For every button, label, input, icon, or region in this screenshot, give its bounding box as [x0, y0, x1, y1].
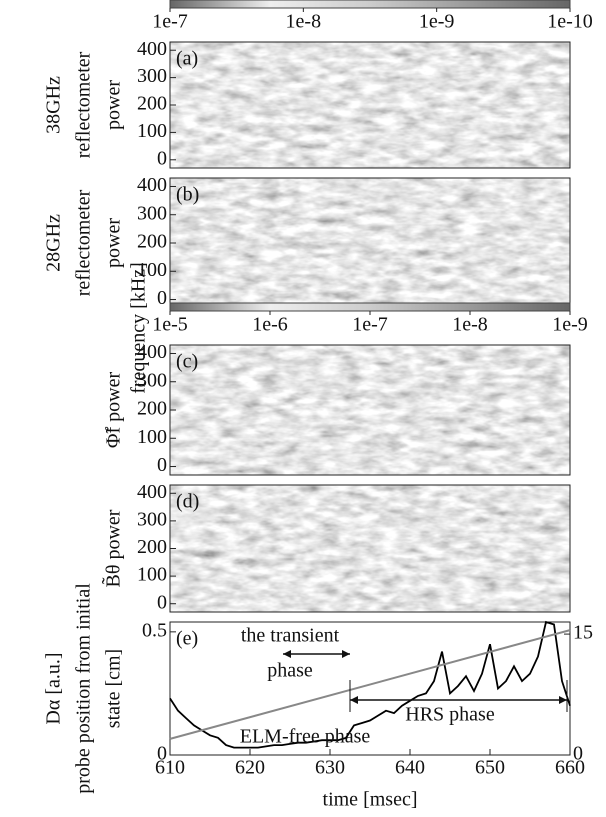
- annotation: HRS phase: [405, 704, 495, 726]
- y-axis-label: 38GHz: [43, 76, 65, 134]
- y-tick-label: 0.5: [142, 619, 167, 641]
- y-tick-label: 100: [137, 120, 167, 142]
- spectrogram-image: [170, 485, 570, 612]
- y-axis-label: Dα [a.u.]: [43, 652, 65, 724]
- colorbar-tick-label: 1e-7: [352, 314, 388, 336]
- colorbar-tick-label: 1e-5: [152, 314, 188, 336]
- y2-axis-label: state [cm]: [103, 649, 125, 728]
- colorbar: [169, 0, 571, 9]
- x-tick-label: 650: [475, 757, 505, 779]
- y-axis-label: reflectometer: [73, 189, 95, 296]
- y-tick-label: 0: [157, 591, 167, 613]
- y-tick-label: 300: [137, 508, 167, 530]
- panel-label: (c): [176, 351, 198, 373]
- colorbar: [169, 302, 571, 312]
- x-tick-label: 610: [155, 757, 185, 779]
- y-axis-label: Φ̃f power: [103, 372, 125, 449]
- spectrogram-image: [170, 178, 570, 308]
- panel-label: (e): [176, 628, 198, 650]
- y-axis-label: power: [103, 80, 125, 130]
- y-tick-label: 200: [137, 231, 167, 253]
- colorbar-tick-label: 1e-9: [419, 11, 455, 33]
- colorbar-tick-label: 1e-8: [452, 314, 488, 336]
- y-tick-label: 300: [137, 369, 167, 391]
- data-line: [169, 620, 571, 749]
- panel-label: (b): [176, 184, 199, 206]
- x-tick-label: 640: [395, 757, 425, 779]
- panel-frame: [169, 621, 571, 756]
- colorbar-tick-label: 1e-9: [552, 314, 588, 336]
- colorbar-tick-label: 1e-8: [286, 11, 322, 33]
- y-tick-label: 400: [137, 481, 167, 503]
- y-tick-label: 0: [157, 743, 167, 765]
- y-axis-label: 28GHz: [43, 214, 65, 272]
- y-tick-label: 0: [157, 454, 167, 476]
- x-tick-label: 620: [235, 757, 265, 779]
- y-tick-label: 200: [137, 536, 167, 558]
- y-axis-label: reflectometer: [73, 51, 95, 158]
- panel-label: (a): [176, 48, 198, 70]
- y-tick-label: 0: [157, 287, 167, 309]
- y-tick-label: 100: [137, 426, 167, 448]
- y-tick-label: 300: [137, 202, 167, 224]
- x-tick-label: 630: [315, 757, 345, 779]
- colorbar-tick-label: 1e-10: [547, 11, 593, 33]
- y-axis-label: B̃θ power: [101, 509, 125, 587]
- annotation: ELM-free phase: [240, 726, 371, 748]
- y2-axis-label: probe position from initial: [73, 583, 95, 794]
- y-tick-label: 200: [137, 93, 167, 115]
- y-tick-label: 300: [137, 65, 167, 87]
- annotation: the transient: [241, 625, 340, 647]
- y-tick-label: 400: [137, 174, 167, 196]
- y-axis-label: power: [103, 218, 125, 268]
- data-line: [169, 629, 571, 740]
- x-axis-label: time [msec]: [323, 789, 418, 811]
- x-tick-label: 660: [555, 757, 585, 779]
- y-axis-label: frequency [kHz]: [128, 262, 150, 394]
- y-tick-label: 15: [573, 622, 593, 644]
- spectrogram-image: [170, 345, 570, 475]
- y-tick-label: 100: [137, 564, 167, 586]
- spectrogram-image: [170, 42, 570, 168]
- y-tick-label: 100: [137, 259, 167, 281]
- arrow-head: [283, 650, 350, 658]
- colorbar-tick-label: 1e-7: [152, 11, 188, 33]
- annotation: phase: [267, 660, 313, 682]
- y-tick-label: 400: [137, 341, 167, 363]
- y-tick-label: 0: [573, 743, 583, 765]
- colorbar-tick-label: 1e-6: [252, 314, 288, 336]
- y-tick-label: 200: [137, 398, 167, 420]
- y-tick-label: 400: [137, 38, 167, 60]
- y-tick-label: 0: [157, 147, 167, 169]
- panel-label: (d): [176, 491, 199, 513]
